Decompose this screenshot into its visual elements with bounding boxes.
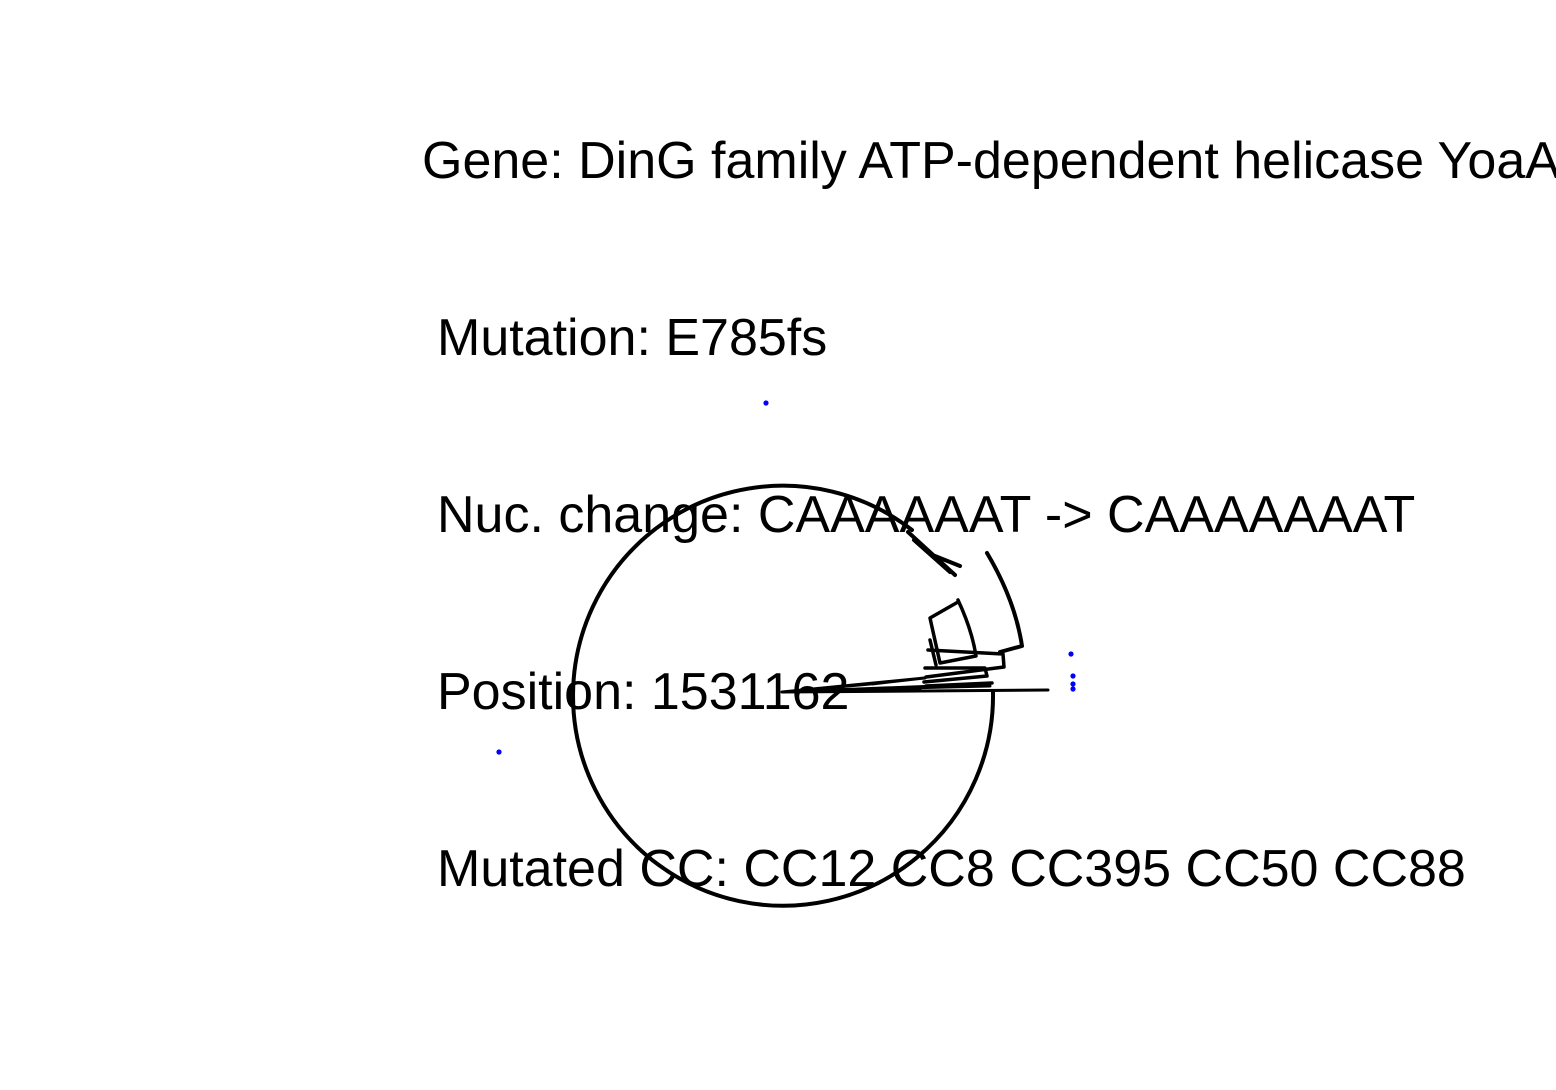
tree-branch-clade-c (928, 598, 978, 665)
tree-branch-fan (780, 676, 1050, 694)
mutated-tip-4 (1070, 681, 1076, 687)
tree-branches (571, 483, 1050, 908)
tree-branch-clade-a (906, 530, 962, 577)
title-gene: Gene: DinG family ATP-dependent helicase… (422, 132, 1556, 190)
mutated-tip-5 (1070, 686, 1076, 692)
mutated-tip-3 (1070, 673, 1076, 679)
title-mutated-cc: Mutated CC: CC12 CC8 CC395 CC50 CC88 (437, 840, 1466, 898)
mutated-tip-6 (496, 749, 502, 755)
mutated-tips (496, 400, 1076, 755)
plot-title: Gene: DinG family ATP-dependent helicase… (422, 14, 1556, 958)
mutated-tip-2 (1068, 651, 1074, 657)
mutated-tip-1 (763, 400, 769, 406)
tree-branch-backbone (571, 483, 996, 908)
tree-branch-clade-b (985, 551, 1024, 654)
title-mutation: Mutation: E785fs (437, 309, 828, 367)
tree-branch-clade-d (924, 638, 1006, 679)
